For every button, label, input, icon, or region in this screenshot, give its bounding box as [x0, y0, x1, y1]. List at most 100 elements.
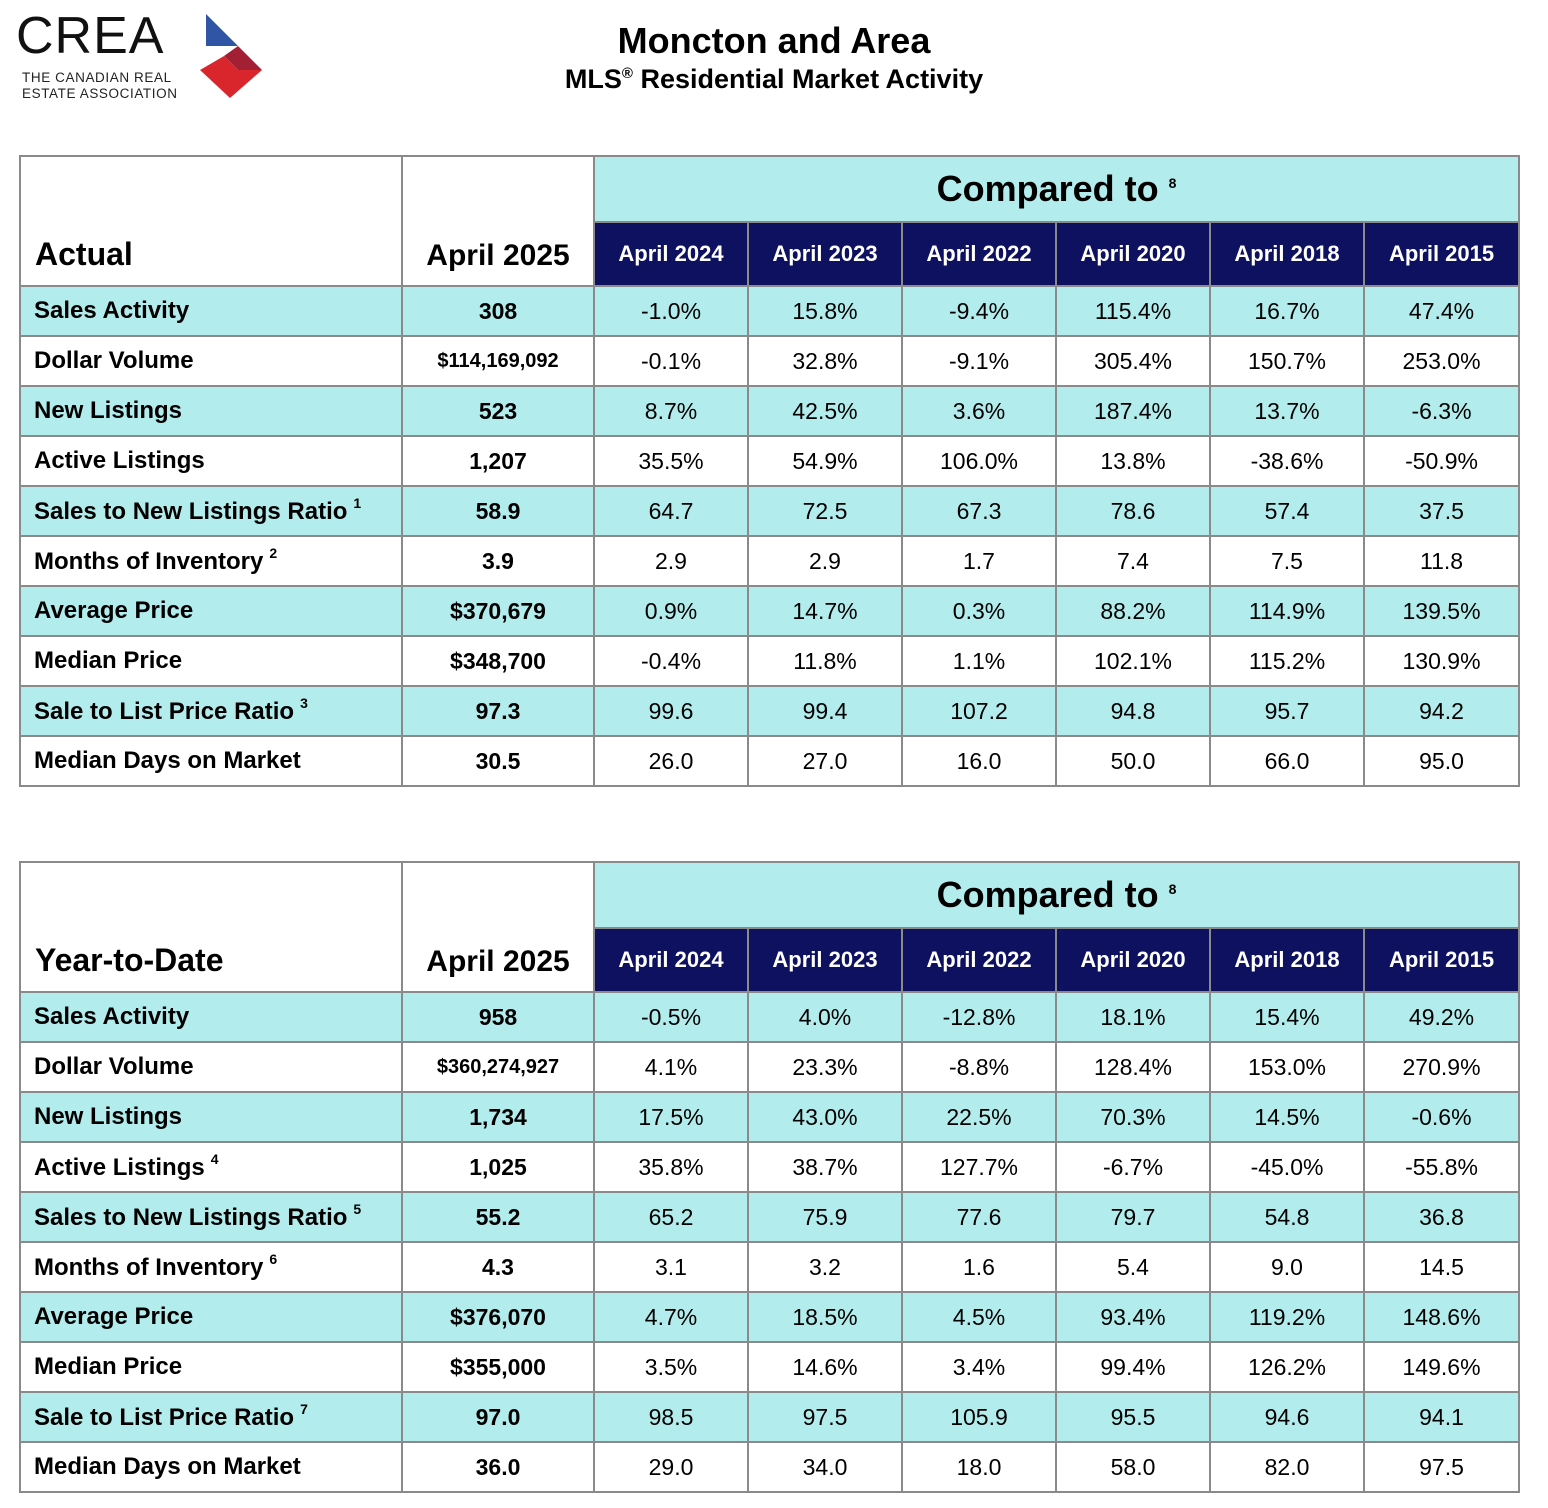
row-label-text: Months of Inventory — [34, 547, 264, 575]
row-label: Active Listings 4 — [19, 1141, 403, 1193]
row-label-text: New Listings — [34, 397, 183, 424]
row-label: Median Days on Market — [19, 1441, 403, 1493]
current-value: 1,734 — [401, 1091, 595, 1143]
subtitle-suffix: Residential Market Activity — [632, 64, 984, 94]
compare-value: 54.8 — [1209, 1191, 1365, 1243]
footnote-marker: 1 — [353, 494, 362, 511]
row-label-text: Average Price — [34, 597, 194, 624]
compare-value: 253.0% — [1362, 335, 1521, 387]
logo-subtitle-line1: THE CANADIAN REAL — [22, 70, 172, 85]
table-row: Sales to New Listings Ratio 1 58.9 64.7 72.5… — [19, 485, 1521, 537]
compare-value: 95.5 — [1055, 1391, 1211, 1443]
logo-red-triangle — [200, 56, 262, 98]
compare-value: 7.5 — [1209, 535, 1365, 587]
table-row: Median Price $355,000 3.5% 14.6% 3.4% 99.4% 12… — [19, 1341, 1521, 1393]
row-label-text: New Listings — [34, 1103, 183, 1130]
row-label-text: Sale to List Price Ratio — [34, 697, 295, 725]
row-label: Median Price — [19, 1341, 403, 1393]
compare-value: 29.0 — [593, 1441, 749, 1493]
compare-value: 119.2% — [1209, 1291, 1365, 1343]
compare-value: 49.2% — [1362, 991, 1521, 1043]
compare-value: 7.4 — [1055, 535, 1211, 587]
ytd-table: Year-to-Date April 2025 Compared to 8 Ap… — [19, 861, 1521, 1493]
row-label: Average Price — [19, 1291, 403, 1343]
row-label: Sales to New Listings Ratio 1 — [19, 485, 403, 537]
compare-value: -6.3% — [1362, 385, 1521, 437]
current-value: 58.9 — [401, 485, 595, 537]
table-row: New Listings 523 8.7% 42.5% 3.6% 187.4% 13.7% -… — [19, 385, 1521, 437]
table-row: Average Price $376,070 4.7% 18.5% 4.5% 93.4% 1… — [19, 1291, 1521, 1343]
row-label-text: Median Days on Market — [34, 1453, 301, 1480]
compared-to-header: Compared to 8 — [592, 155, 1521, 223]
compare-value: -0.1% — [593, 335, 749, 387]
compare-value: 1.1% — [901, 635, 1057, 687]
compare-value: 94.8 — [1055, 685, 1211, 737]
compare-value: 1.7 — [901, 535, 1057, 587]
row-label: Dollar Volume — [19, 335, 403, 387]
logo-subtitle: THE CANADIAN REAL ESTATE ASSOCIATION — [22, 70, 178, 102]
row-label-text: Median Days on Market — [34, 747, 301, 774]
row-label: Median Price — [19, 635, 403, 687]
compare-value: 97.5 — [1362, 1441, 1521, 1493]
compare-value: 4.0% — [747, 991, 903, 1043]
compare-value: 18.5% — [747, 1291, 903, 1343]
compare-value: 5.4 — [1055, 1241, 1211, 1293]
table-row: Sales Activity 958 -0.5% 4.0% -12.8% 18.1% 15.… — [19, 991, 1521, 1043]
row-label: Sale to List Price Ratio 3 — [19, 685, 403, 737]
ytd-table-body: Sales Activity 958 -0.5% 4.0% -12.8% 18.1% 15.… — [19, 991, 1521, 1493]
compare-value: -55.8% — [1362, 1141, 1521, 1193]
current-value: 4.3 — [401, 1241, 595, 1293]
current-value: 55.2 — [401, 1191, 595, 1243]
compare-value: 8.7% — [593, 385, 749, 437]
compare-value: 102.1% — [1055, 635, 1211, 687]
compare-value: 14.5% — [1209, 1091, 1365, 1143]
compare-value: 305.4% — [1055, 335, 1211, 387]
table-row: Dollar Volume $114,169,092 -0.1% 32.8% -9.1%… — [19, 335, 1521, 387]
compare-value: 14.6% — [747, 1341, 903, 1393]
compare-value: 16.0 — [901, 735, 1057, 787]
compare-value: 14.7% — [747, 585, 903, 637]
compare-value: 35.8% — [593, 1141, 749, 1193]
row-label-text: Median Price — [34, 647, 183, 674]
row-label-text: Average Price — [34, 1303, 194, 1330]
compare-value: 2.9 — [747, 535, 903, 587]
row-label: Sale to List Price Ratio 7 — [19, 1391, 403, 1443]
compared-footnote: 8 — [1168, 881, 1177, 897]
compare-value: 3.2 — [747, 1241, 903, 1293]
row-label-text: Median Price — [34, 1353, 183, 1380]
compare-value: 94.6 — [1209, 1391, 1365, 1443]
current-value: $355,000 — [401, 1341, 595, 1393]
compare-value: 23.3% — [747, 1041, 903, 1093]
table-row: Sales Activity 308 -1.0% 15.8% -9.4% 115.4% 16… — [19, 285, 1521, 337]
compare-value: 57.4 — [1209, 485, 1365, 537]
compare-value: 11.8 — [1362, 535, 1521, 587]
row-label-text: Active Listings — [34, 447, 205, 474]
compare-value: 126.2% — [1209, 1341, 1365, 1393]
compare-value: 88.2% — [1055, 585, 1211, 637]
current-value: 30.5 — [401, 735, 595, 787]
page-title-block: Moncton and Area MLS® Residential Market… — [0, 20, 1548, 95]
compare-value: 3.5% — [593, 1341, 749, 1393]
compare-value: 0.9% — [593, 585, 749, 637]
compare-value: 107.2 — [901, 685, 1057, 737]
compare-value: 3.1 — [593, 1241, 749, 1293]
row-label-text: Dollar Volume — [34, 347, 194, 374]
compare-value: -8.8% — [901, 1041, 1057, 1093]
compare-value: -38.6% — [1209, 435, 1365, 487]
compare-period-header: April 2022 — [901, 927, 1057, 993]
logo-blue-triangle — [206, 14, 238, 46]
row-label: Sales to New Listings Ratio 5 — [19, 1191, 403, 1243]
table-row: New Listings 1,734 17.5% 43.0% 22.5% 70.3% 14.… — [19, 1091, 1521, 1143]
compare-value: -0.6% — [1362, 1091, 1521, 1143]
row-label-text: Sales Activity — [34, 297, 190, 324]
compare-value: 130.9% — [1362, 635, 1521, 687]
compare-value: 67.3 — [901, 485, 1057, 537]
compare-value: 72.5 — [747, 485, 903, 537]
table-row: Median Days on Market 36.0 29.0 34.0 18.0 58.… — [19, 1441, 1521, 1493]
compare-value: 97.5 — [747, 1391, 903, 1443]
table-row: Sale to List Price Ratio 3 97.3 99.6 99.4 107… — [19, 685, 1521, 737]
compare-value: -45.0% — [1209, 1141, 1365, 1193]
compare-value: 98.5 — [593, 1391, 749, 1443]
compare-value: 93.4% — [1055, 1291, 1211, 1343]
compare-value: 115.2% — [1209, 635, 1365, 687]
